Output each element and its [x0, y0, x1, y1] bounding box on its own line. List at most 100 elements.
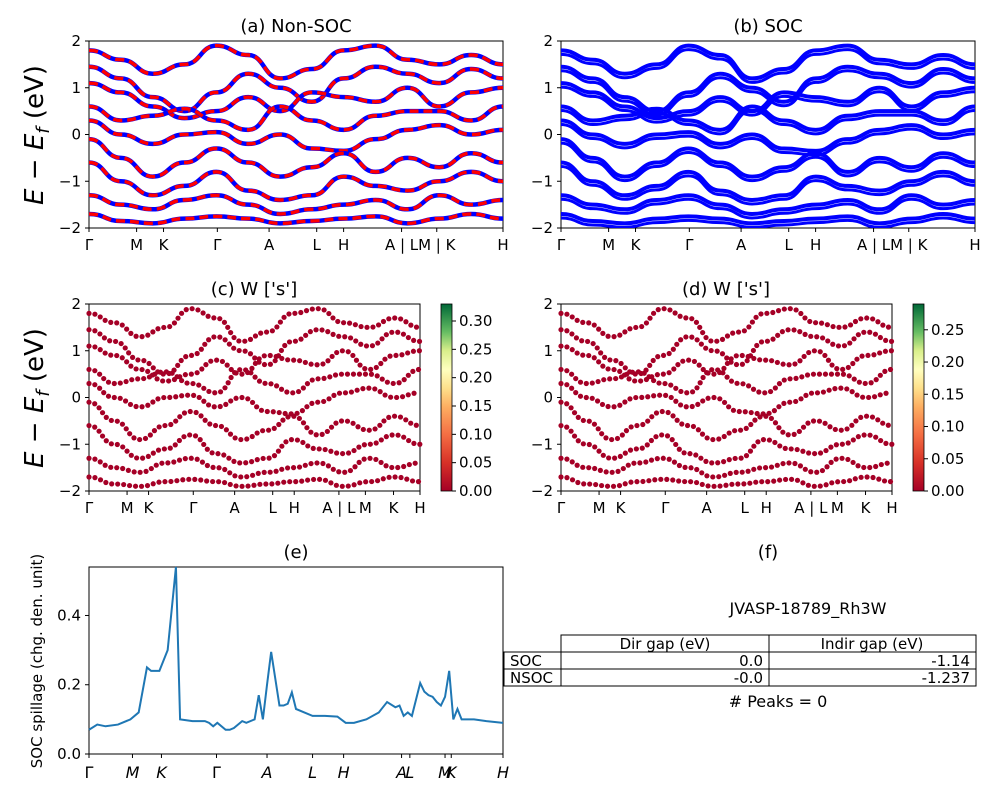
x-tick-label: H	[886, 499, 897, 517]
band-point	[564, 328, 570, 334]
band-point	[194, 350, 200, 357]
band-point	[808, 333, 814, 339]
band-point	[336, 469, 342, 475]
band-point	[762, 465, 769, 471]
band-point	[714, 348, 720, 354]
band-point	[845, 440, 851, 446]
band-point	[285, 414, 291, 420]
band-point	[676, 462, 682, 469]
band-point	[386, 414, 392, 421]
band-point	[830, 341, 836, 347]
band-point	[392, 474, 398, 480]
band-point	[623, 428, 630, 434]
band-point	[361, 456, 367, 462]
band-point	[696, 362, 702, 368]
y-tick-label: 0.4	[57, 606, 81, 624]
band-point	[300, 420, 307, 426]
band-point	[724, 355, 730, 361]
y-tick-label: 2	[543, 32, 553, 50]
band-point	[755, 439, 761, 445]
panel-e-line	[88, 566, 504, 731]
band-point	[115, 481, 121, 487]
band-point	[172, 442, 178, 448]
band-point	[747, 448, 754, 454]
band-point	[310, 476, 317, 483]
band-point	[670, 477, 676, 483]
panel-c-title: (c) W ['s']	[211, 279, 298, 300]
band-line-down	[89, 193, 503, 216]
band-line-split	[561, 197, 975, 220]
x-tick-label: M	[130, 236, 143, 254]
band-point	[663, 392, 669, 398]
band-point	[339, 483, 345, 489]
band-point	[585, 338, 591, 345]
band-point	[558, 422, 564, 429]
band-point	[835, 343, 842, 349]
band-point	[661, 306, 667, 312]
band-point	[580, 441, 586, 447]
band-point	[664, 433, 671, 439]
band-point	[823, 447, 829, 454]
band-point	[284, 389, 290, 395]
band-point	[178, 357, 184, 364]
band-point	[187, 432, 193, 438]
band-point	[174, 374, 180, 380]
band-point	[747, 480, 753, 486]
band-point	[168, 421, 174, 428]
band-point	[564, 456, 570, 462]
band-point	[97, 459, 103, 465]
y-tick-label: 0.0	[57, 745, 81, 763]
band-point	[286, 339, 293, 345]
band-point	[392, 315, 398, 321]
band-lines	[561, 43, 975, 228]
band-point	[828, 444, 834, 450]
band-point	[378, 437, 384, 443]
band-point	[677, 402, 684, 408]
band-point	[320, 361, 326, 367]
band-point	[396, 380, 402, 386]
band-point	[153, 462, 159, 468]
band-point	[150, 450, 156, 456]
band-point	[211, 404, 217, 410]
band-point	[693, 479, 700, 486]
band-point	[102, 317, 108, 323]
peaks-text: # Peaks = 0	[729, 692, 828, 711]
x-tick-label: H	[289, 499, 300, 517]
band-point	[814, 390, 821, 396]
band-point	[834, 371, 841, 377]
band-point	[727, 470, 733, 476]
band-point	[249, 472, 256, 478]
band-point	[133, 333, 139, 339]
band-point	[887, 479, 894, 485]
band-point	[852, 318, 859, 325]
band-point	[313, 327, 319, 333]
band-point	[322, 477, 329, 483]
band-point	[639, 323, 645, 330]
band-point	[819, 335, 826, 341]
band-point	[132, 483, 139, 489]
band-point	[866, 394, 872, 401]
band-point	[876, 476, 882, 482]
band-point	[728, 378, 735, 384]
band-point	[252, 360, 259, 367]
band-point	[302, 462, 308, 468]
band-point	[558, 343, 564, 349]
band-point	[194, 456, 200, 462]
band-point	[786, 362, 792, 368]
band-point	[127, 431, 133, 437]
band-point	[779, 329, 785, 335]
band-point	[287, 479, 293, 485]
band-point	[297, 358, 303, 364]
band-point	[377, 422, 383, 428]
colorbar	[440, 303, 453, 492]
band-point	[883, 337, 889, 344]
band-point	[97, 477, 104, 483]
band-point	[171, 320, 178, 326]
band-point	[586, 441, 592, 448]
x-tick-label: M	[438, 763, 452, 782]
band-point	[759, 479, 765, 485]
band-point	[108, 319, 114, 325]
